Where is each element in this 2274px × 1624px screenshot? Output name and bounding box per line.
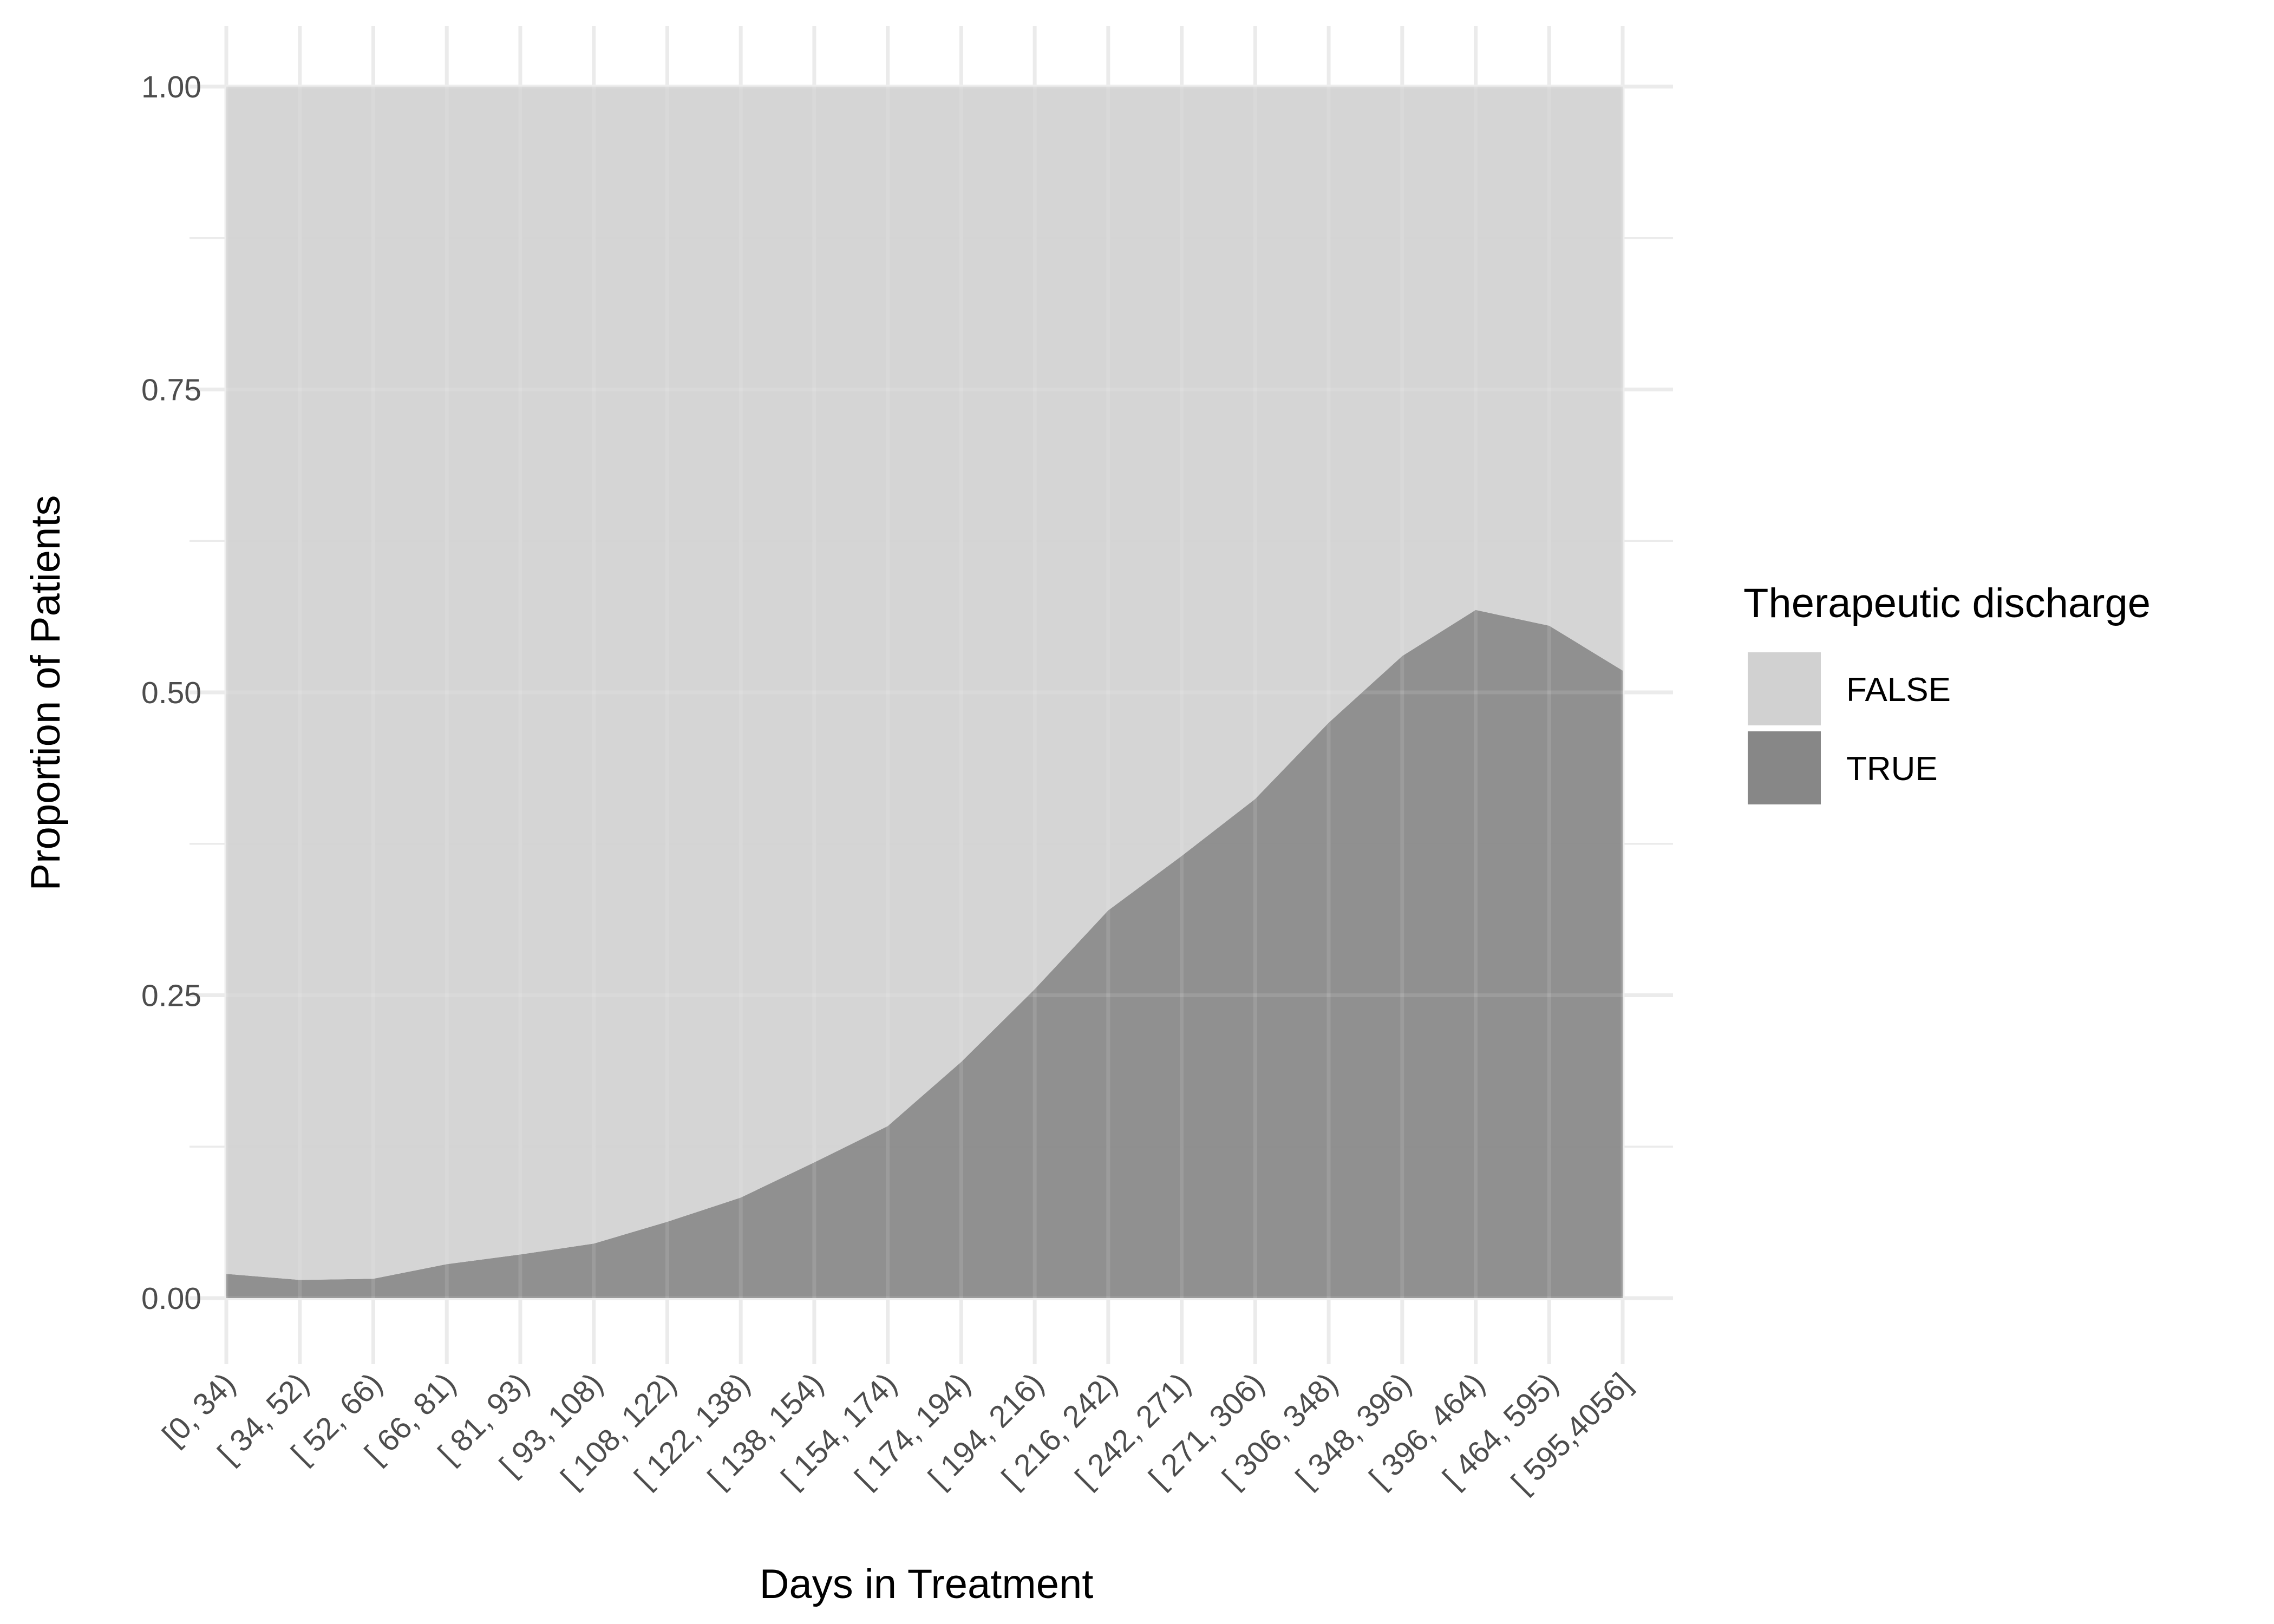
- area-true: [226, 610, 1623, 1298]
- x-axis-ticks: [0, 34)[ 34, 52)[ 52, 66)[ 66, 81)[ 81, …: [156, 1366, 1639, 1500]
- legend-label-true: TRUE: [1846, 750, 1938, 788]
- legend-swatch-false: [1748, 652, 1821, 725]
- y-tick-label: 0.25: [141, 979, 201, 1013]
- legend: Therapeutic discharge FALSE TRUE: [1743, 580, 2151, 804]
- legend-title: Therapeutic discharge: [1743, 580, 2151, 626]
- legend-items: FALSE TRUE: [1748, 652, 1951, 804]
- y-tick-label: 1.00: [141, 70, 201, 104]
- y-tick-label: 0.00: [141, 1281, 201, 1316]
- legend-label-false: FALSE: [1846, 671, 1951, 709]
- area-false: [226, 87, 1623, 1280]
- y-axis-ticks: 0.00 0.25 0.50 0.75 1.00: [141, 70, 201, 1316]
- x-axis-title: Days in Treatment: [760, 1561, 1094, 1607]
- chart-areas: [226, 87, 1623, 1298]
- y-tick-label: 0.50: [141, 676, 201, 710]
- grid-overlay: [224, 84, 1625, 1300]
- y-axis-title: Proportion of Patients: [23, 495, 69, 891]
- y-tick-label: 0.75: [141, 373, 201, 408]
- legend-swatch-true: [1748, 731, 1821, 804]
